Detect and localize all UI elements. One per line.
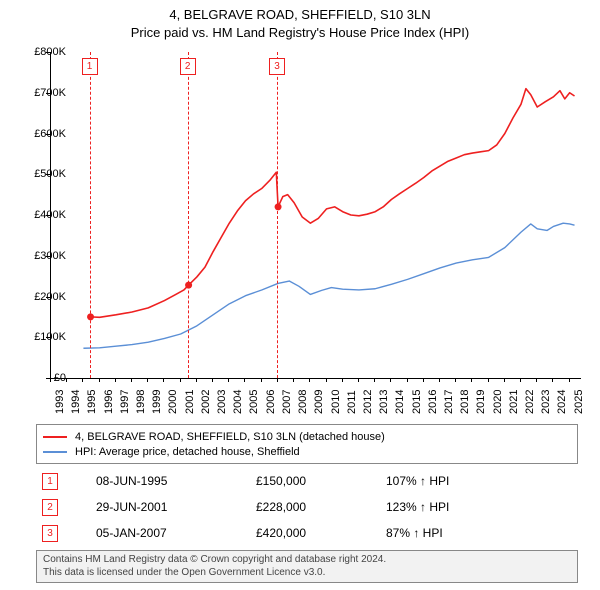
xtick-label: 1999	[151, 390, 163, 414]
xtick-label: 2021	[508, 390, 520, 414]
xtick-label: 1994	[70, 390, 82, 414]
legend-item-property: 4, BELGRAVE ROAD, SHEFFIELD, S10 3LN (de…	[43, 429, 571, 444]
sale-point	[275, 203, 282, 210]
chart-title-line2: Price paid vs. HM Land Registry's House …	[0, 24, 600, 42]
sale-point	[185, 282, 192, 289]
event-price-3: £420,000	[256, 526, 386, 540]
xtick-label: 2013	[378, 390, 390, 414]
xtick-label: 2001	[184, 390, 196, 414]
events-table: 1 08-JUN-1995 £150,000 107% ↑ HPI 2 29-J…	[36, 468, 564, 546]
xtick-label: 2003	[216, 390, 228, 414]
event-vline-3	[277, 52, 278, 378]
legend: 4, BELGRAVE ROAD, SHEFFIELD, S10 3LN (de…	[36, 424, 578, 464]
legend-swatch-property	[43, 436, 67, 438]
chart-title-block: 4, BELGRAVE ROAD, SHEFFIELD, S10 3LN Pri…	[0, 0, 600, 41]
xtick-label: 2012	[362, 390, 374, 414]
xtick-label: 2002	[200, 390, 212, 414]
event-date-3: 05-JAN-2007	[58, 526, 256, 540]
xtick-label: 2000	[167, 390, 179, 414]
footer-line2: This data is licensed under the Open Gov…	[43, 567, 571, 580]
xtick-label: 2023	[540, 390, 552, 414]
event-flag-1: 1	[82, 58, 98, 75]
xtick-label: 2005	[248, 390, 260, 414]
event-flag-3: 3	[269, 58, 285, 75]
xtick-label: 2008	[297, 390, 309, 414]
event-marker-2: 2	[42, 499, 58, 516]
event-row-1: 1 08-JUN-1995 £150,000 107% ↑ HPI	[36, 468, 564, 494]
chart-svg	[51, 52, 581, 378]
event-price-2: £228,000	[256, 500, 386, 514]
chart-container: { "title": { "line1": "4, BELGRAVE ROAD,…	[0, 0, 600, 590]
event-price-1: £150,000	[256, 474, 386, 488]
xtick-label: 2025	[573, 390, 585, 414]
footer-line1: Contains HM Land Registry data © Crown c…	[43, 554, 571, 567]
xtick-label: 2018	[459, 390, 471, 414]
event-vline-2	[188, 52, 189, 378]
xtick-label: 2004	[232, 390, 244, 414]
event-hpi-3: 87% ↑ HPI	[386, 526, 526, 540]
xtick-label: 1997	[119, 390, 131, 414]
xtick-label: 2020	[492, 390, 504, 414]
legend-swatch-hpi	[43, 451, 67, 453]
xtick-label: 2024	[556, 390, 568, 414]
xtick-label: 1993	[54, 390, 66, 414]
xtick-label: 2009	[313, 390, 325, 414]
xtick-label: 2016	[427, 390, 439, 414]
event-date-1: 08-JUN-1995	[58, 474, 256, 488]
sale-point	[87, 313, 94, 320]
event-date-2: 29-JUN-2001	[58, 500, 256, 514]
xtick-label: 1996	[103, 390, 115, 414]
legend-label-property: 4, BELGRAVE ROAD, SHEFFIELD, S10 3LN (de…	[75, 431, 385, 443]
event-hpi-2: 123% ↑ HPI	[386, 500, 526, 514]
event-row-2: 2 29-JUN-2001 £228,000 123% ↑ HPI	[36, 494, 564, 520]
xtick-label: 2007	[281, 390, 293, 414]
xtick-label: 2015	[411, 390, 423, 414]
attribution-footer: Contains HM Land Registry data © Crown c…	[36, 550, 578, 583]
xtick-label: 2011	[346, 390, 358, 414]
xtick-label: 2006	[265, 390, 277, 414]
series-hpi	[83, 223, 574, 348]
event-flag-2: 2	[180, 58, 196, 75]
event-vline-1	[90, 52, 91, 378]
legend-label-hpi: HPI: Average price, detached house, Shef…	[75, 446, 300, 458]
legend-item-hpi: HPI: Average price, detached house, Shef…	[43, 444, 571, 459]
event-marker-3: 3	[42, 525, 58, 542]
xtick-label: 2014	[394, 390, 406, 414]
event-hpi-1: 107% ↑ HPI	[386, 474, 526, 488]
xtick-label: 1998	[135, 390, 147, 414]
plot-area	[50, 52, 581, 379]
xtick-label: 1995	[86, 390, 98, 414]
event-row-3: 3 05-JAN-2007 £420,000 87% ↑ HPI	[36, 520, 564, 546]
xtick-label: 2019	[475, 390, 487, 414]
chart-title-line1: 4, BELGRAVE ROAD, SHEFFIELD, S10 3LN	[0, 6, 600, 24]
series-property	[91, 89, 575, 318]
event-marker-1: 1	[42, 473, 58, 490]
xtick-label: 2010	[330, 390, 342, 414]
xtick-label: 2017	[443, 390, 455, 414]
xtick-label: 2022	[524, 390, 536, 414]
